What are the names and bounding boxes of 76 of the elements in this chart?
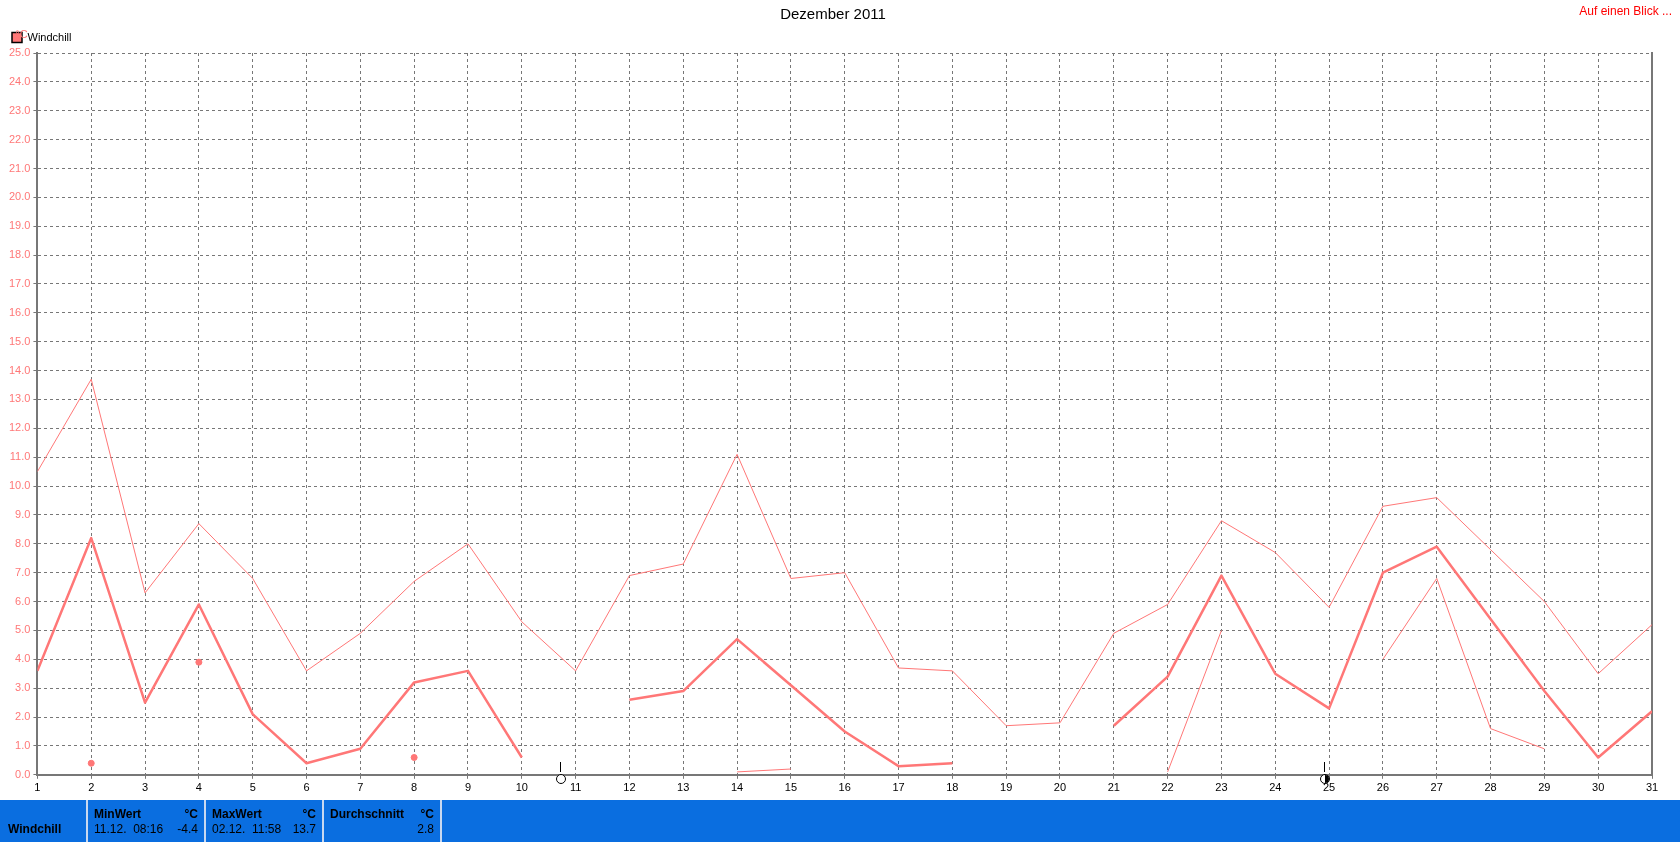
- text: -4.4: [177, 822, 198, 836]
- x-tick-label: 29: [1538, 781, 1551, 794]
- x-tick-label: 16: [838, 781, 851, 794]
- x-tick-label: 7: [357, 781, 364, 794]
- x-tick-label: 17: [892, 781, 905, 794]
- y-tick-label: 3.0: [15, 681, 31, 694]
- text: Windchill: [8, 822, 62, 836]
- x-tick-label: 15: [784, 781, 798, 794]
- text: Auf einen Blick ...: [1579, 4, 1672, 18]
- text: MinWert: [94, 807, 142, 821]
- x-tick-label: 5: [249, 781, 256, 794]
- x-tick-label: 24: [1269, 781, 1282, 794]
- x-tick-label: 13: [677, 781, 690, 794]
- x-tick-label: 10: [515, 781, 528, 794]
- x-tick-label: 19: [1000, 781, 1013, 794]
- y-tick-label: 23.0: [8, 103, 31, 116]
- y-tick-label: 19.0: [8, 219, 31, 232]
- y-tick-label: 22.0: [8, 132, 31, 145]
- legend-label: Windchill: [27, 30, 72, 43]
- x-tick-label: 23: [1215, 781, 1228, 794]
- y-tick-label: 18.0: [8, 248, 31, 261]
- y-tick-label: 13.0: [8, 392, 31, 405]
- x-tick-label: 21: [1107, 781, 1120, 794]
- y-tick-label: 17.0: [8, 277, 31, 290]
- point: [410, 753, 418, 761]
- point: [87, 759, 95, 767]
- y-axis-title: °C: [15, 28, 28, 41]
- x-tick-label: 6: [303, 781, 310, 794]
- x-tick-label: 1: [34, 781, 41, 794]
- text: 11.12. 08:16: [94, 822, 164, 836]
- x-tick-label: 2: [88, 781, 95, 794]
- point: [195, 658, 203, 666]
- y-tick-label: 5.0: [15, 623, 31, 636]
- text: 13.7: [292, 822, 316, 836]
- x-tick-label: 12: [623, 781, 636, 794]
- x-tick-label: 14: [730, 781, 744, 794]
- x-tick-label: 26: [1376, 781, 1390, 794]
- x-tick-label: 20: [1053, 781, 1067, 794]
- text: 2.8: [417, 822, 434, 836]
- x-tick-label: 27: [1430, 781, 1443, 794]
- x-tick-label: 11: [569, 781, 582, 794]
- x-tick-label: 28: [1484, 781, 1497, 794]
- text: °C: [420, 807, 434, 821]
- y-tick-label: 1.0: [15, 738, 31, 751]
- y-tick-label: 12.0: [8, 421, 31, 434]
- y-tick-label: 2.0: [15, 710, 31, 723]
- y-tick-label: 20.0: [8, 190, 31, 203]
- y-tick-label: 21.0: [8, 161, 31, 174]
- x-tick-label: 22: [1161, 781, 1174, 794]
- x-tick-label: 30: [1592, 781, 1605, 794]
- x-tick-label: 8: [411, 781, 418, 794]
- x-tick-label: 18: [946, 781, 959, 794]
- y-tick-label: 11.0: [9, 450, 31, 463]
- text: Durchschnitt: [330, 807, 405, 821]
- x-tick-label: 31: [1645, 781, 1659, 794]
- y-tick-label: 10.0: [8, 479, 31, 492]
- text: °C: [184, 807, 198, 821]
- y-tick-label: 15.0: [8, 334, 31, 347]
- y-tick-label: 4.0: [15, 652, 31, 665]
- y-tick-label: 8.0: [15, 536, 31, 549]
- x-tick-label: 3: [141, 781, 149, 794]
- chart-title: Dezember 2011: [780, 5, 886, 23]
- text: MaxWert: [212, 807, 262, 821]
- x-tick-label: 9: [464, 781, 472, 794]
- y-tick-label: 25.0: [8, 46, 31, 59]
- y-tick-label: 9.0: [15, 507, 31, 520]
- y-tick-label: 0.0: [15, 767, 31, 780]
- y-tick-label: 16.0: [8, 305, 31, 318]
- text: 02.12. 11:58: [212, 822, 282, 836]
- text: °C: [302, 807, 316, 821]
- y-tick-label: 7.0: [15, 565, 31, 578]
- y-tick-label: 6.0: [15, 594, 31, 607]
- y-tick-label: 14.0: [8, 363, 31, 376]
- x-tick-label: 25: [1322, 781, 1336, 794]
- x-tick-label: 4: [195, 781, 202, 794]
- y-tick-label: 24.0: [8, 74, 31, 87]
